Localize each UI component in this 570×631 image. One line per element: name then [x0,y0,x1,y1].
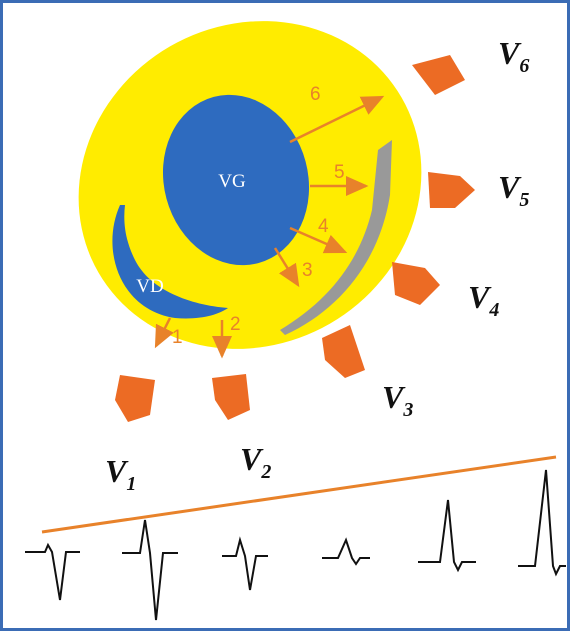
vector-number: 5 [334,162,345,183]
vector-number: 6 [310,84,321,105]
label-part: 3 [402,399,413,421]
vector-number: 4 [318,216,329,237]
left-ventricle [162,94,310,266]
ecg-traces [25,469,566,621]
label-part: V [498,35,522,71]
electrodes [115,55,475,422]
lead-label: V2 [240,441,271,483]
lead-label: V5 [498,169,529,211]
label-part: V [105,453,129,489]
vector-number: 1 [172,327,183,348]
right-ventricle [112,205,228,319]
label-part: V [240,441,264,477]
lead-label: V3 [382,379,413,421]
vector-number: 2 [230,314,241,335]
label-part: 1 [126,473,136,495]
vectors [154,95,385,359]
vector-number: 3 [302,260,313,281]
lead-label: V4 [468,279,499,321]
label-part: 4 [488,299,499,321]
trend-line [41,455,557,534]
lead-label: V6 [498,35,529,77]
label-vd: VD [136,276,163,297]
label-part: 2 [260,461,271,483]
label-part: V [498,169,522,205]
label-part: 5 [519,189,529,211]
label-part: V [382,379,406,415]
label-part: V [468,279,492,315]
label-vg: VG [218,171,246,192]
lead-label: V1 [105,453,136,495]
septal-wall [280,140,392,335]
label-part: 6 [519,55,529,77]
